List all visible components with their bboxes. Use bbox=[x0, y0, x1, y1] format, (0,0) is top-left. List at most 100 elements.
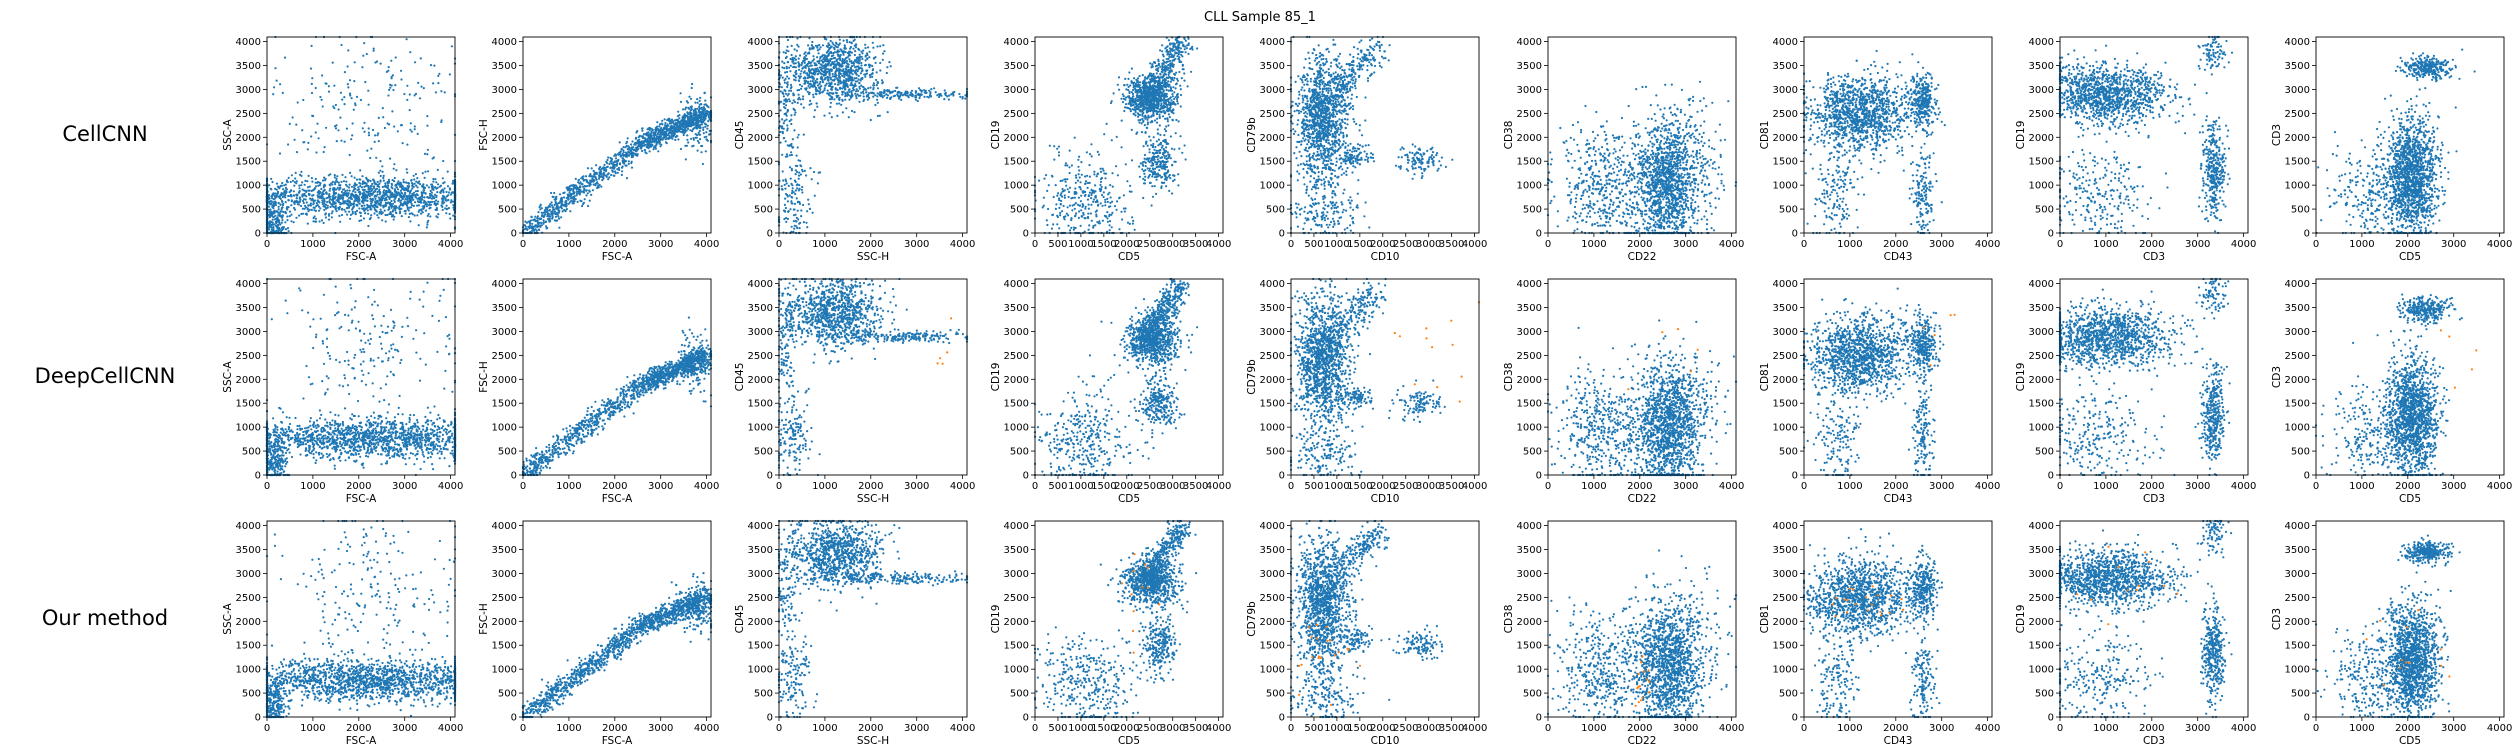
data-point bbox=[656, 142, 658, 144]
data-point bbox=[381, 219, 383, 221]
data-point bbox=[627, 137, 629, 139]
data-point bbox=[311, 177, 313, 179]
data-point bbox=[391, 187, 393, 189]
data-point bbox=[426, 205, 428, 207]
data-point bbox=[361, 186, 363, 188]
data-point bbox=[335, 202, 337, 204]
data-point bbox=[327, 197, 329, 199]
data-point bbox=[409, 109, 411, 111]
data-point bbox=[538, 222, 540, 224]
data-point bbox=[375, 183, 377, 185]
data-point bbox=[665, 141, 667, 143]
data-point bbox=[705, 103, 707, 105]
data-point bbox=[882, 53, 884, 55]
data-point bbox=[271, 181, 273, 183]
data-point bbox=[645, 134, 647, 136]
data-point bbox=[336, 140, 338, 142]
data-point bbox=[537, 215, 539, 217]
data-point bbox=[434, 194, 436, 196]
data-point bbox=[408, 182, 410, 184]
data-point bbox=[361, 175, 363, 177]
data-point bbox=[356, 179, 358, 181]
data-point bbox=[358, 191, 360, 193]
data-point bbox=[838, 102, 840, 104]
data-point bbox=[816, 47, 818, 49]
data-point bbox=[301, 129, 303, 131]
data-point bbox=[703, 115, 705, 117]
data-point bbox=[557, 215, 559, 217]
data-point bbox=[883, 50, 885, 52]
data-point bbox=[319, 220, 321, 222]
data-point bbox=[328, 85, 330, 87]
data-point bbox=[367, 193, 369, 195]
y-tick-label: 0 bbox=[511, 229, 517, 240]
data-point bbox=[411, 204, 413, 206]
data-point bbox=[268, 228, 270, 230]
data-point bbox=[339, 203, 341, 205]
data-point bbox=[378, 117, 380, 119]
data-point bbox=[417, 190, 419, 192]
data-point bbox=[420, 210, 422, 212]
data-point bbox=[414, 128, 416, 130]
data-point bbox=[440, 192, 442, 194]
data-point bbox=[322, 105, 324, 107]
data-point bbox=[324, 213, 326, 215]
data-point bbox=[563, 209, 565, 211]
data-point bbox=[334, 206, 336, 208]
data-point bbox=[331, 216, 333, 218]
data-point bbox=[440, 90, 442, 92]
data-point bbox=[341, 191, 343, 193]
data-point bbox=[311, 92, 313, 94]
data-point bbox=[548, 219, 550, 221]
data-point bbox=[294, 139, 296, 141]
data-point bbox=[691, 83, 693, 85]
data-point bbox=[606, 166, 608, 168]
data-point bbox=[335, 104, 337, 106]
data-point bbox=[309, 209, 311, 211]
data-point bbox=[813, 78, 815, 80]
data-point bbox=[800, 88, 802, 90]
data-point bbox=[686, 100, 688, 102]
data-point bbox=[296, 197, 298, 199]
data-point bbox=[788, 98, 790, 100]
data-point bbox=[603, 174, 605, 176]
data-point bbox=[657, 150, 659, 152]
data-point bbox=[273, 198, 275, 200]
data-point bbox=[290, 190, 292, 192]
data-point bbox=[444, 187, 446, 189]
data-point bbox=[410, 199, 412, 201]
data-point bbox=[709, 118, 711, 120]
data-point bbox=[269, 220, 271, 222]
data-point bbox=[349, 172, 351, 174]
data-point bbox=[394, 184, 396, 186]
data-point bbox=[313, 202, 315, 204]
data-point bbox=[406, 99, 408, 101]
data-point bbox=[431, 198, 433, 200]
data-point bbox=[593, 175, 595, 177]
data-point bbox=[407, 189, 409, 191]
data-point bbox=[429, 215, 431, 217]
data-point bbox=[340, 44, 342, 46]
data-point bbox=[323, 185, 325, 187]
data-point bbox=[653, 139, 655, 141]
data-point bbox=[424, 153, 426, 155]
data-point bbox=[370, 200, 372, 202]
data-point bbox=[368, 132, 370, 134]
data-point bbox=[426, 153, 428, 155]
data-point bbox=[853, 40, 855, 42]
data-point bbox=[371, 185, 373, 187]
data-point bbox=[323, 190, 325, 192]
data-point bbox=[279, 152, 281, 154]
data-point bbox=[368, 179, 370, 181]
data-point bbox=[349, 154, 351, 156]
data-point bbox=[570, 200, 572, 202]
data-point bbox=[271, 224, 273, 226]
data-point bbox=[409, 192, 411, 194]
data-point bbox=[587, 192, 589, 194]
y-tick-label: 1500 bbox=[492, 157, 517, 168]
data-point bbox=[384, 210, 386, 212]
data-point bbox=[368, 104, 370, 106]
data-point bbox=[383, 205, 385, 207]
data-point bbox=[691, 87, 693, 89]
data-point bbox=[663, 128, 665, 130]
